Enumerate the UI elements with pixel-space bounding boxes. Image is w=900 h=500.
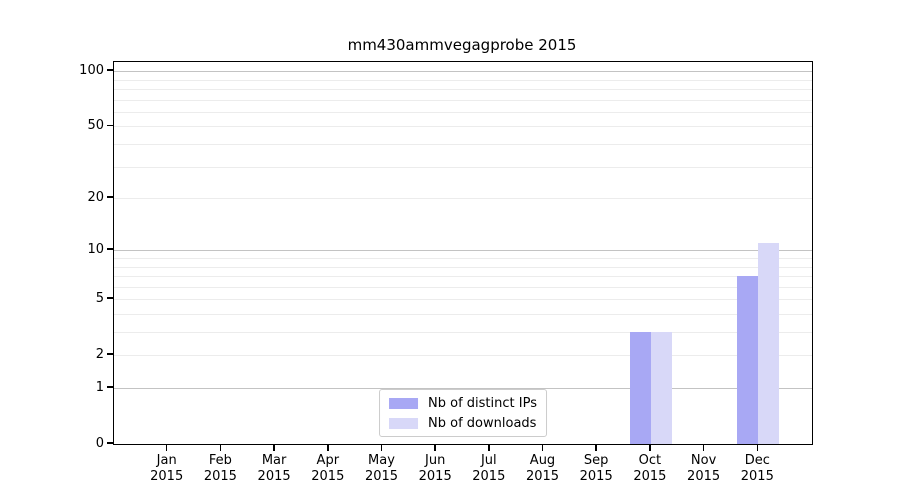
y-tick-label-1: 1 <box>95 379 104 395</box>
gridline-minor-5 <box>114 299 812 301</box>
y-tick-mark-2 <box>107 353 113 355</box>
x-tick-label-dec: Dec 2015 <box>740 453 774 484</box>
y-tick-label-5: 5 <box>95 290 104 306</box>
x-tick-label-may: May 2015 <box>364 453 399 484</box>
bar-dec-downloads <box>758 243 780 444</box>
legend-label-distinct-ips: Nb of distinct IPs <box>428 395 537 411</box>
gridline-minor-2 <box>114 355 812 357</box>
legend-swatch-distinct-ips <box>389 397 419 409</box>
gridline-minor-6 <box>114 286 812 288</box>
bar-oct-distinct-ips <box>629 332 651 444</box>
x-tick-label-mar: Mar 2015 <box>257 453 291 484</box>
bar-dec-distinct-ips <box>737 276 759 444</box>
gridline-minor-20 <box>114 198 812 199</box>
x-tick-label-jan: Jan 2015 <box>150 453 184 484</box>
gridline-minor-9 <box>114 257 812 259</box>
legend-row-distinct-ips: Nb of distinct IPs <box>389 395 537 411</box>
x-tick-mark-may <box>380 445 383 451</box>
x-tick-mark-oct <box>649 445 651 451</box>
x-tick-label-jun: Jun 2015 <box>418 453 452 484</box>
x-tick-mark-dec <box>756 445 759 451</box>
gridline-minor-70 <box>114 99 812 101</box>
plot-area: Nb of distinct IPs Nb of downloads <box>113 61 813 445</box>
y-tick-label-50: 50 <box>87 117 104 133</box>
y-tick-mark-20 <box>107 196 113 198</box>
gridline-minor-90 <box>114 79 812 81</box>
legend-swatch-downloads <box>389 417 419 429</box>
gridline-minor-8 <box>114 266 812 268</box>
y-tick-mark-1 <box>107 386 113 388</box>
x-tick-mark-nov <box>702 445 705 451</box>
y-tick-label-10: 10 <box>87 241 104 257</box>
x-tick-mark-jun <box>434 445 436 451</box>
gridline-major-10 <box>114 250 812 252</box>
y-tick-mark-50 <box>107 124 113 127</box>
gridline-minor-40 <box>114 143 812 145</box>
gridline-minor-7 <box>114 276 812 277</box>
y-tick-mark-0 <box>107 442 113 444</box>
x-tick-label-sep: Sep 2015 <box>579 453 613 484</box>
y-tick-mark-10 <box>107 248 113 250</box>
gridline-major-100 <box>114 71 812 73</box>
y-tick-mark-5 <box>107 297 113 299</box>
gridline-minor-60 <box>114 111 812 113</box>
x-tick-mark-jul <box>488 445 490 451</box>
y-tick-label-100: 100 <box>79 62 104 78</box>
x-tick-mark-feb <box>219 445 222 451</box>
y-tick-label-20: 20 <box>87 189 104 205</box>
x-tick-mark-mar <box>273 445 275 451</box>
x-tick-label-feb: Feb 2015 <box>203 453 237 484</box>
gridline-minor-30 <box>114 166 812 168</box>
legend-row-downloads: Nb of downloads <box>389 415 537 431</box>
chart-title: mm430ammvegagprobe 2015 <box>347 36 577 54</box>
x-tick-label-oct: Oct 2015 <box>633 453 667 484</box>
gridline-minor-80 <box>114 88 812 90</box>
gridline-minor-4 <box>114 313 812 315</box>
x-tick-label-apr: Apr 2015 <box>311 453 345 484</box>
x-tick-mark-jan <box>165 445 168 451</box>
gridline-minor-50 <box>114 126 812 128</box>
gridline-major-1 <box>114 388 812 389</box>
bar-oct-downloads <box>650 332 672 444</box>
x-tick-mark-apr <box>327 445 329 451</box>
x-tick-label-jul: Jul 2015 <box>472 453 506 484</box>
x-tick-mark-sep <box>595 445 597 451</box>
x-tick-mark-aug <box>541 445 544 451</box>
x-tick-label-aug: Aug 2015 <box>525 453 560 484</box>
legend: Nb of distinct IPs Nb of downloads <box>379 389 547 437</box>
legend-label-downloads: Nb of downloads <box>428 415 537 431</box>
y-tick-label-2: 2 <box>95 346 104 362</box>
x-tick-label-nov: Nov 2015 <box>687 453 721 484</box>
gridline-minor-3 <box>114 332 812 333</box>
y-tick-label-0: 0 <box>95 435 104 451</box>
y-tick-mark-100 <box>107 69 113 71</box>
